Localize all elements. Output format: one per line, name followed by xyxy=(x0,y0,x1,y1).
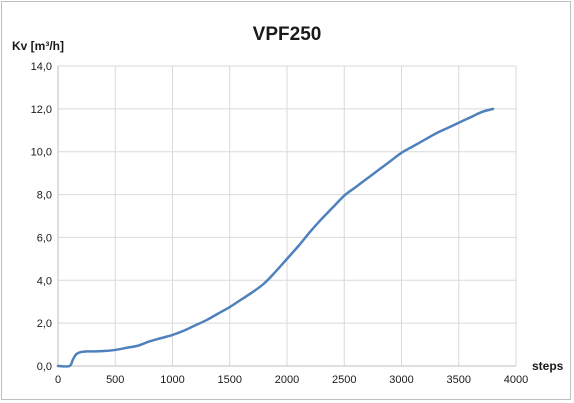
y-tick-label: 10,0 xyxy=(31,147,52,159)
x-axis-label: steps xyxy=(532,359,564,373)
x-tick-label: 1500 xyxy=(218,374,242,386)
x-tick-label: 3000 xyxy=(389,374,413,386)
x-tick-label: 500 xyxy=(106,374,124,386)
y-tick-label: 6,0 xyxy=(37,232,52,244)
y-tick-label: 0,0 xyxy=(37,361,52,373)
x-tick-label: 1000 xyxy=(160,374,184,386)
chart-title: VPF250 xyxy=(253,24,322,45)
series-layer xyxy=(56,107,495,368)
y-tick-labels: 0,0 2,0 4,0 6,0 8,0 10,0 12,0 14,0 xyxy=(31,61,52,373)
y-tick-label: 12,0 xyxy=(31,104,52,116)
kv-series-line xyxy=(56,107,495,368)
x-tick-label: 2000 xyxy=(275,374,299,386)
x-tick-label: 4000 xyxy=(504,374,528,386)
y-tick-label: 2,0 xyxy=(37,318,52,330)
x-tick-label: 2500 xyxy=(332,374,356,386)
y-tick-label: 14,0 xyxy=(31,61,52,73)
x-tick-labels: 0 500 1000 1500 2000 2500 3000 3500 4000 xyxy=(55,374,528,386)
y-axis-label: Kv [m³/h] xyxy=(12,39,64,53)
x-tick-label: 3500 xyxy=(447,374,471,386)
grid-lines xyxy=(57,65,517,367)
y-tick-label: 8,0 xyxy=(37,190,52,202)
x-tick-label: 0 xyxy=(55,374,61,386)
y-tick-label: 4,0 xyxy=(37,275,52,287)
